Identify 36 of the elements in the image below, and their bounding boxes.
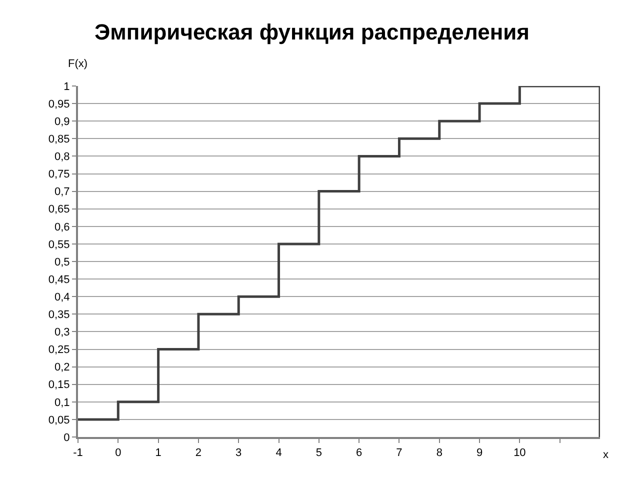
x-tick-label: -1 [73,447,83,460]
y-tick-label: 0,45 [48,274,70,286]
x-tick-label: 5 [316,447,322,460]
y-axis-title: F(x) [68,58,88,70]
x-tick-label: 2 [195,447,202,460]
y-tick-label: 0,35 [48,309,70,321]
y-tick-label: 0,5 [54,256,70,268]
y-tick-label: 1 [64,80,70,93]
y-tick-label: 0,7 [54,186,70,198]
x-tick-label: 9 [476,447,483,460]
x-tick-label: 10 [514,447,526,460]
y-tick-label: 0,3 [54,326,70,339]
y-tick-label: 0,8 [54,151,70,164]
x-tick-label: 3 [236,447,242,460]
y-tick-label: 0,75 [48,168,70,181]
y-tick-label: 0,15 [48,379,70,392]
y-tick-label: 0,55 [48,238,70,251]
y-tick-label: 0,9 [54,116,70,128]
chart-title: Эмпирическая функция распределения [94,20,530,44]
y-tick-label: 0,6 [54,221,70,234]
y-tick-label: 0,05 [48,414,70,426]
x-tick-label: 6 [356,447,362,460]
x-axis-title: x [603,449,609,461]
y-tick-label: 0,95 [48,98,70,110]
x-tick-label: 8 [436,447,442,460]
y-tick-label: 0,25 [48,344,70,356]
x-tick-label: 7 [396,447,402,460]
y-tick-label: 0 [64,432,70,444]
y-tick-label: 0,4 [54,291,70,304]
y-tick-label: 0,85 [48,134,70,146]
x-tick-label: 0 [115,447,122,460]
y-tick-label: 0,65 [48,204,70,216]
x-tick-label: 1 [155,447,162,460]
x-tick-label: 4 [276,447,282,460]
y-tick-label: 0,2 [54,362,70,374]
y-tick-label: 0,1 [54,396,70,409]
